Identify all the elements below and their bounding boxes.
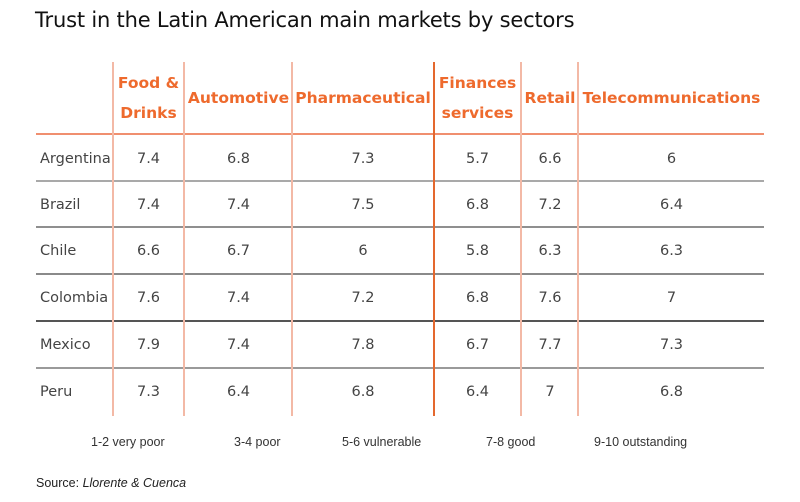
- row-divider: [36, 180, 764, 182]
- value-cell: 6.8: [465, 196, 490, 213]
- value-cell: 7: [545, 383, 555, 400]
- table-row: Colombia 7.6 7.4 7.2 6.8 7.6 7: [36, 274, 764, 321]
- value-cell: 5.8: [465, 242, 490, 259]
- value-cell: 7.4: [136, 150, 161, 167]
- value-cell: 6.7: [465, 336, 490, 353]
- column-divider: [520, 62, 522, 416]
- value-cell: 7.4: [226, 289, 251, 306]
- value-cell: 6.8: [465, 289, 490, 306]
- header-line: Automotive: [187, 89, 290, 107]
- value-cell: 7.4: [226, 336, 251, 353]
- source-note: Source: Llorente & Cuenca: [36, 476, 186, 490]
- table-row: Peru 7.3 6.4 6.8 6.4 7 6.8: [36, 368, 764, 415]
- column-divider: [291, 62, 293, 416]
- country-cell: Colombia: [40, 289, 109, 306]
- column-divider: [577, 62, 579, 416]
- column-divider: [112, 62, 114, 416]
- header-automotive: Automotive: [185, 62, 292, 134]
- country-cell: Chile: [40, 242, 77, 259]
- legend-item: 1-2 very poor: [91, 435, 165, 449]
- source-prefix: Source:: [36, 476, 83, 490]
- value-cell: 6.4: [659, 196, 684, 213]
- value-cell: 6: [358, 242, 368, 259]
- header-line: Pharmaceutical: [295, 89, 431, 107]
- header-line: Drinks: [120, 104, 177, 122]
- value-cell: 6.4: [226, 383, 251, 400]
- value-cell: 7.5: [351, 196, 375, 213]
- table-row: Mexico 7.9 7.4 7.8 6.7 7.7 7.3: [36, 321, 764, 368]
- value-cell: 7.4: [226, 196, 251, 213]
- value-cell: 7.2: [538, 196, 562, 213]
- column-divider: [183, 62, 185, 416]
- value-cell: 7.4: [136, 196, 161, 213]
- value-cell: 7.6: [538, 289, 562, 306]
- header-line: Food &: [117, 74, 180, 92]
- header-divider: [36, 133, 764, 135]
- row-divider: [36, 367, 764, 369]
- value-cell: 7.3: [351, 150, 375, 167]
- source-name: Llorente & Cuenca: [82, 476, 187, 490]
- country-cell: Mexico: [40, 336, 91, 353]
- value-cell: 6.3: [538, 242, 562, 259]
- legend-item: 3-4 poor: [234, 435, 281, 449]
- value-cell: 7.6: [136, 289, 161, 306]
- header-line: Retail: [524, 89, 576, 107]
- value-cell: 7.8: [351, 336, 375, 353]
- table-row: Chile 6.6 6.7 6 5.8 6.3 6.3: [36, 227, 764, 274]
- value-cell: 6: [666, 150, 677, 167]
- row-divider: [36, 226, 764, 228]
- header-food-drinks: Food & Drinks: [113, 62, 184, 134]
- value-cell: 6.8: [659, 383, 684, 400]
- country-cell: Peru: [40, 383, 73, 400]
- header-pharmaceutical: Pharmaceutical: [293, 62, 433, 134]
- value-cell: 7.7: [538, 336, 562, 353]
- header-line: services: [441, 104, 514, 122]
- legend-item: 9-10 outstanding: [594, 435, 688, 449]
- value-cell: 6.4: [465, 383, 490, 400]
- value-cell: 7.9: [136, 336, 161, 353]
- header-telecommunications: Telecommunications: [579, 62, 764, 134]
- trust-table: Food & Drinks Automotive Pharmaceutical F…: [36, 62, 764, 416]
- value-cell: 7.2: [351, 289, 375, 306]
- value-cell: 7.3: [659, 336, 684, 353]
- row-divider: [36, 320, 764, 322]
- value-cell: 6.3: [659, 242, 684, 259]
- value-cell: 6.8: [226, 150, 251, 167]
- header-retail: Retail: [522, 62, 578, 134]
- country-cell: Argentina: [40, 150, 111, 167]
- country-cell: Brazil: [40, 196, 81, 213]
- header-line: Telecommunications: [582, 89, 761, 107]
- value-cell: 6.8: [351, 383, 375, 400]
- value-cell: 6.6: [136, 242, 161, 259]
- value-cell: 6.7: [226, 242, 251, 259]
- table-row: Brazil 7.4 7.4 7.5 6.8 7.2 6.4: [36, 181, 764, 228]
- page-title: Trust in the Latin American main markets…: [35, 8, 575, 32]
- header-line: Finances: [438, 74, 517, 92]
- table-row: Argentina 7.4 6.8 7.3 5.7 6.6 6: [36, 135, 764, 182]
- legend-item: 5-6 vulnerable: [342, 435, 422, 449]
- value-cell: 7: [666, 289, 677, 306]
- row-divider: [36, 273, 764, 275]
- column-divider: [433, 62, 435, 416]
- value-cell: 5.7: [465, 150, 490, 167]
- header-finances-services: Finances services: [434, 62, 521, 134]
- value-cell: 6.6: [538, 150, 562, 167]
- value-cell: 7.3: [136, 383, 161, 400]
- legend-item: 7-8 good: [486, 435, 536, 449]
